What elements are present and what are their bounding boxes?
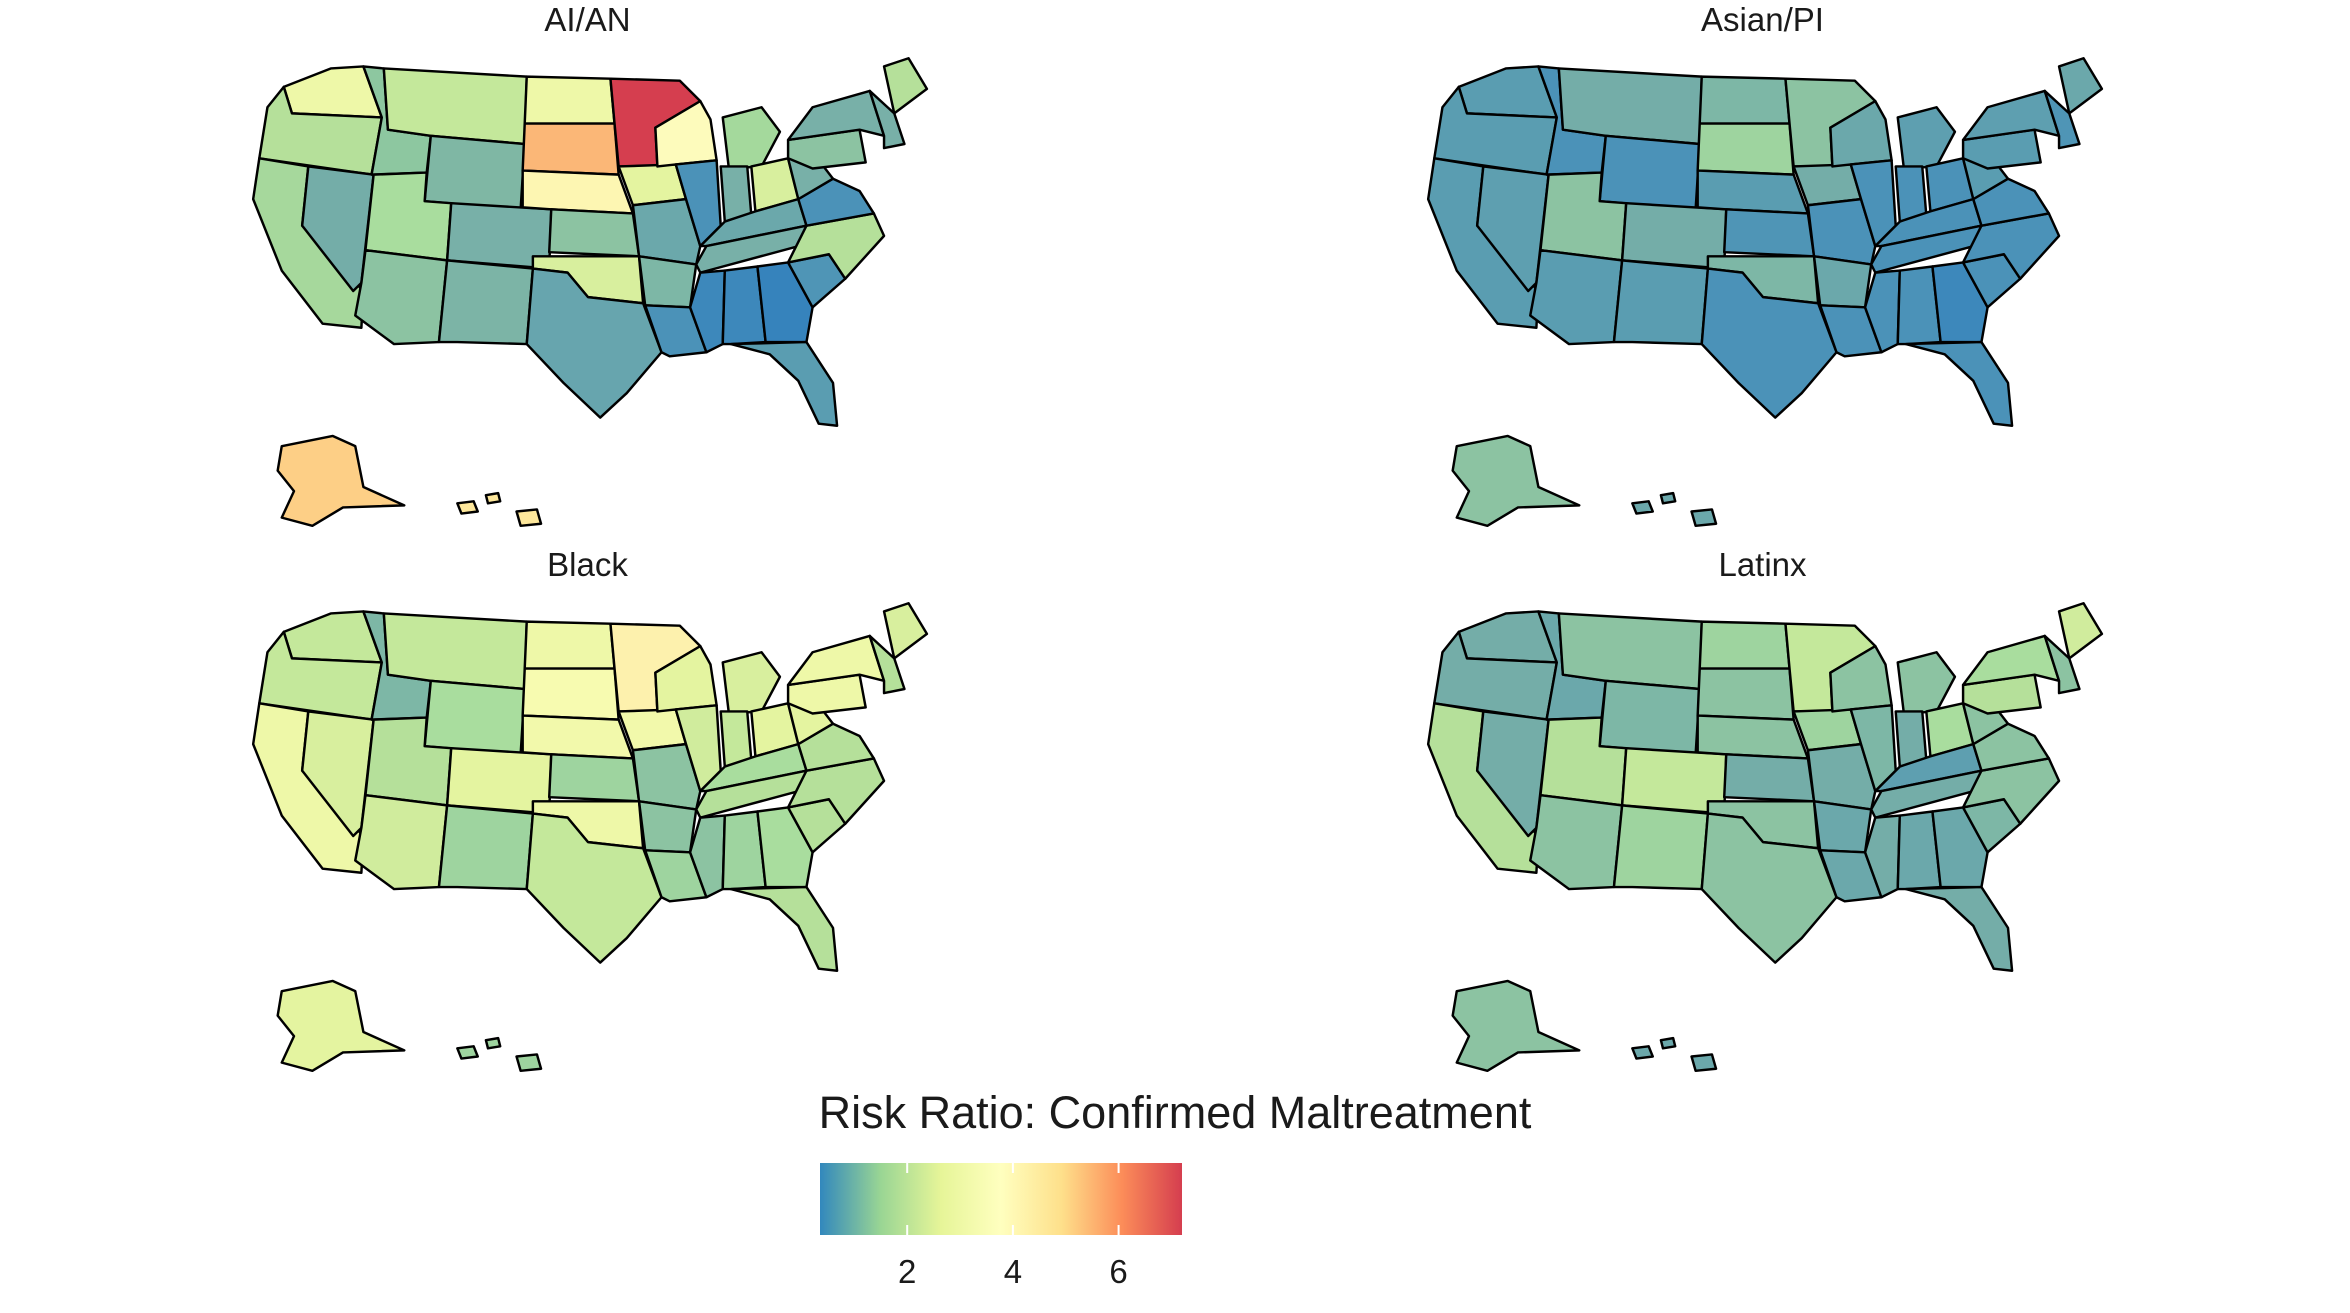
state-la — [643, 304, 708, 358]
panel-black: Black — [0, 545, 1175, 1085]
state-ar — [637, 255, 698, 309]
panel-title: AI/AN — [544, 1, 631, 38]
state-ar — [1812, 255, 1873, 309]
legend-tick-label: 6 — [1109, 1253, 1128, 1290]
state-wy — [1598, 134, 1701, 211]
state-sd — [1696, 122, 1795, 176]
state-mi — [1896, 651, 1957, 715]
state-nd — [523, 75, 616, 125]
state-sd — [1696, 667, 1795, 721]
state-nm — [437, 259, 535, 346]
panel-asian-pi: Asian/PI — [1175, 0, 2350, 540]
state-nd — [1698, 620, 1791, 670]
state-hi — [456, 1036, 543, 1073]
state-fl — [729, 885, 839, 972]
us-choropleth-map — [251, 602, 929, 1073]
state-tx — [525, 267, 663, 419]
state-fl — [1904, 885, 2014, 972]
state-ks — [547, 753, 641, 803]
state-mo — [631, 742, 702, 811]
state-me — [2057, 57, 2104, 115]
state-ny — [1961, 634, 2061, 687]
state-hi — [1631, 1036, 1718, 1073]
state-wy — [1598, 679, 1701, 756]
state-mi — [721, 106, 782, 170]
state-ak — [1451, 434, 1581, 528]
state-wy — [423, 134, 526, 211]
state-hi — [1631, 491, 1718, 528]
state-me — [882, 602, 929, 660]
state-mt — [382, 612, 528, 691]
state-nv — [300, 165, 375, 293]
state-tx — [1700, 812, 1838, 964]
state-ar — [1812, 800, 1873, 854]
state-hi — [456, 491, 543, 528]
state-az — [354, 248, 449, 346]
state-ne — [1696, 169, 1810, 215]
legend-tick-labels: 2 4 6 — [820, 1253, 1182, 1313]
state-ne6 — [868, 634, 906, 695]
state-nm — [1612, 804, 1710, 891]
state-mi — [1896, 106, 1957, 170]
state-mt — [382, 67, 528, 146]
legend-colorbar — [820, 1163, 1182, 1235]
state-nm — [437, 804, 535, 891]
us-choropleth-map — [1426, 57, 2104, 528]
state-nv — [300, 710, 375, 838]
state-mo — [1806, 742, 1877, 811]
panel-title: Latinx — [1718, 546, 1807, 583]
state-mo — [1806, 197, 1877, 266]
panel-title: Black — [547, 546, 628, 583]
state-ny — [786, 634, 886, 687]
panel-ai-an: AI/AN — [0, 0, 1175, 540]
state-me — [2057, 602, 2104, 660]
state-az — [1529, 793, 1624, 891]
state-ks — [1722, 753, 1816, 803]
state-me — [882, 57, 929, 115]
state-mi — [721, 651, 782, 715]
color-legend: Risk Ratio: Confirmed Maltreatment 2 4 6 — [0, 1085, 2350, 1290]
state-ks — [547, 208, 641, 258]
state-az — [1529, 248, 1624, 346]
state-mt — [1557, 67, 1703, 146]
state-wy — [423, 679, 526, 756]
state-sd — [521, 122, 620, 176]
us-choropleth-map — [1426, 602, 2104, 1073]
state-fl — [1904, 340, 2014, 427]
state-ak — [276, 434, 406, 528]
state-ne — [1696, 714, 1810, 760]
state-tx — [1700, 267, 1838, 419]
state-nm — [1612, 259, 1710, 346]
state-la — [1818, 849, 1883, 903]
state-la — [643, 849, 708, 903]
legend-tick-label: 4 — [1003, 1253, 1023, 1290]
state-az — [354, 793, 449, 891]
state-ar — [637, 800, 698, 854]
state-nd — [523, 620, 616, 670]
state-ne6 — [2043, 89, 2081, 150]
legend-title: Risk Ratio: Confirmed Maltreatment — [818, 1087, 1532, 1138]
state-ne — [521, 714, 635, 760]
state-tx — [525, 812, 663, 964]
state-ak — [276, 979, 406, 1073]
state-mo — [631, 197, 702, 266]
state-ny — [786, 89, 886, 142]
us-choropleth-map — [251, 57, 929, 528]
state-ks — [1722, 208, 1816, 258]
state-sd — [521, 667, 620, 721]
state-ne6 — [868, 89, 906, 150]
state-ne6 — [2043, 634, 2081, 695]
state-nv — [1475, 710, 1550, 838]
panel-title: Asian/PI — [1701, 1, 1824, 38]
state-mt — [1557, 612, 1703, 691]
state-la — [1818, 304, 1883, 358]
state-nv — [1475, 165, 1550, 293]
state-ny — [1961, 89, 2061, 142]
panel-latinx: Latinx — [1175, 545, 2350, 1085]
state-nd — [1698, 75, 1791, 125]
state-ak — [1451, 979, 1581, 1073]
legend-tick-label: 2 — [898, 1253, 917, 1290]
state-fl — [729, 340, 839, 427]
state-ne — [521, 169, 635, 215]
